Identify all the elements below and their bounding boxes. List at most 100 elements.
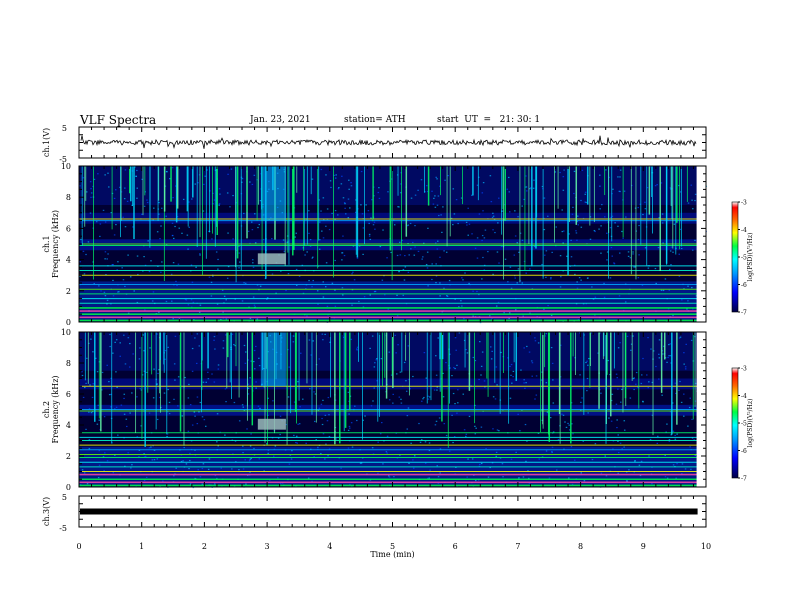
noise-speck xyxy=(425,263,428,266)
noise-speck xyxy=(356,348,358,350)
noise-speck xyxy=(172,262,175,264)
noise-speck xyxy=(399,241,401,243)
noise-speck xyxy=(395,352,397,354)
noise-speck xyxy=(297,381,299,383)
noise-speck xyxy=(259,285,262,287)
noise-speck xyxy=(356,257,359,259)
noise-speck xyxy=(502,409,504,411)
noise-speck xyxy=(610,216,612,218)
noise-speck xyxy=(509,266,512,268)
noise-speck xyxy=(694,382,697,385)
noise-speck xyxy=(678,389,680,391)
colorbar-1 xyxy=(731,201,739,313)
noise-speck xyxy=(204,425,207,427)
noise-speck xyxy=(619,169,622,171)
noise-speck xyxy=(83,273,86,275)
start-time-label: start UT = 21: 30: 1 xyxy=(437,115,541,125)
noise-speck xyxy=(191,370,194,372)
noise-speck xyxy=(426,267,429,269)
noise-speck xyxy=(348,425,351,428)
noise-speck xyxy=(417,189,419,191)
noise-speck xyxy=(431,278,433,281)
noise-speck xyxy=(479,321,482,324)
noise-speck xyxy=(587,364,589,366)
noise-speck xyxy=(478,293,480,296)
noise-speck xyxy=(509,365,511,368)
noise-speck xyxy=(350,182,352,184)
noise-speck xyxy=(573,264,576,266)
noise-speck xyxy=(252,266,255,268)
noise-speck xyxy=(632,378,635,380)
noise-speck xyxy=(525,382,527,384)
noise-speck xyxy=(140,389,143,391)
colorbar-tick-label: -4 xyxy=(741,393,747,400)
noise-speck xyxy=(253,213,256,215)
noise-speck xyxy=(453,366,455,369)
noise-speck xyxy=(482,210,484,212)
noise-speck xyxy=(657,246,660,249)
noise-speck xyxy=(582,303,585,305)
ch3-waveform-line xyxy=(80,508,698,515)
noise-speck xyxy=(409,222,412,225)
noise-speck xyxy=(670,264,672,266)
noise-speck xyxy=(98,464,101,466)
emission-burst xyxy=(260,166,286,221)
noise-speck xyxy=(550,346,553,349)
noise-speck xyxy=(426,190,429,193)
noise-speck xyxy=(331,212,333,215)
noise-speck xyxy=(172,317,174,320)
noise-speck xyxy=(490,201,493,203)
noise-speck xyxy=(637,206,639,209)
noise-speck xyxy=(617,176,619,178)
noise-speck xyxy=(619,442,622,444)
noise-speck xyxy=(173,363,176,365)
noise-speck xyxy=(123,334,125,336)
noise-speck xyxy=(522,476,525,478)
noise-speck xyxy=(232,194,234,197)
noise-speck xyxy=(199,253,201,255)
noise-speck xyxy=(612,188,614,190)
noise-speck xyxy=(551,451,553,453)
noise-speck xyxy=(354,211,357,213)
noise-speck xyxy=(478,213,481,215)
noise-speck xyxy=(598,228,600,230)
noise-speck xyxy=(196,422,199,425)
noise-speck xyxy=(496,384,498,386)
noise-speck xyxy=(618,252,621,254)
noise-speck xyxy=(324,414,327,416)
noise-speck xyxy=(443,287,445,289)
noise-speck xyxy=(610,399,613,402)
noise-speck xyxy=(669,355,672,357)
noise-speck xyxy=(377,191,380,194)
noise-speck xyxy=(312,279,314,282)
noise-speck xyxy=(420,179,423,181)
noise-speck xyxy=(691,437,694,439)
noise-speck xyxy=(317,303,319,305)
noise-speck xyxy=(421,258,423,260)
noise-speck xyxy=(585,361,587,364)
noise-speck xyxy=(658,357,661,359)
noise-speck xyxy=(226,277,229,279)
noise-speck xyxy=(347,429,350,431)
noise-speck xyxy=(177,405,179,407)
noise-speck xyxy=(109,333,111,336)
noise-speck xyxy=(437,240,439,242)
noise-speck xyxy=(90,411,93,414)
noise-speck xyxy=(272,455,275,457)
noise-speck xyxy=(666,423,668,425)
noise-speck xyxy=(344,203,346,205)
noise-speck xyxy=(136,396,138,398)
noise-speck xyxy=(378,197,381,200)
noise-speck xyxy=(601,203,603,206)
noise-speck xyxy=(403,279,406,281)
noise-speck xyxy=(361,213,364,215)
noise-speck xyxy=(322,296,325,298)
noise-speck xyxy=(269,479,271,481)
noise-speck xyxy=(375,358,378,360)
noise-speck xyxy=(604,216,606,218)
noise-speck xyxy=(526,345,528,348)
noise-speck xyxy=(466,224,468,226)
noise-speck xyxy=(423,242,425,244)
noise-speck xyxy=(619,401,622,403)
noise-speck xyxy=(358,245,361,247)
